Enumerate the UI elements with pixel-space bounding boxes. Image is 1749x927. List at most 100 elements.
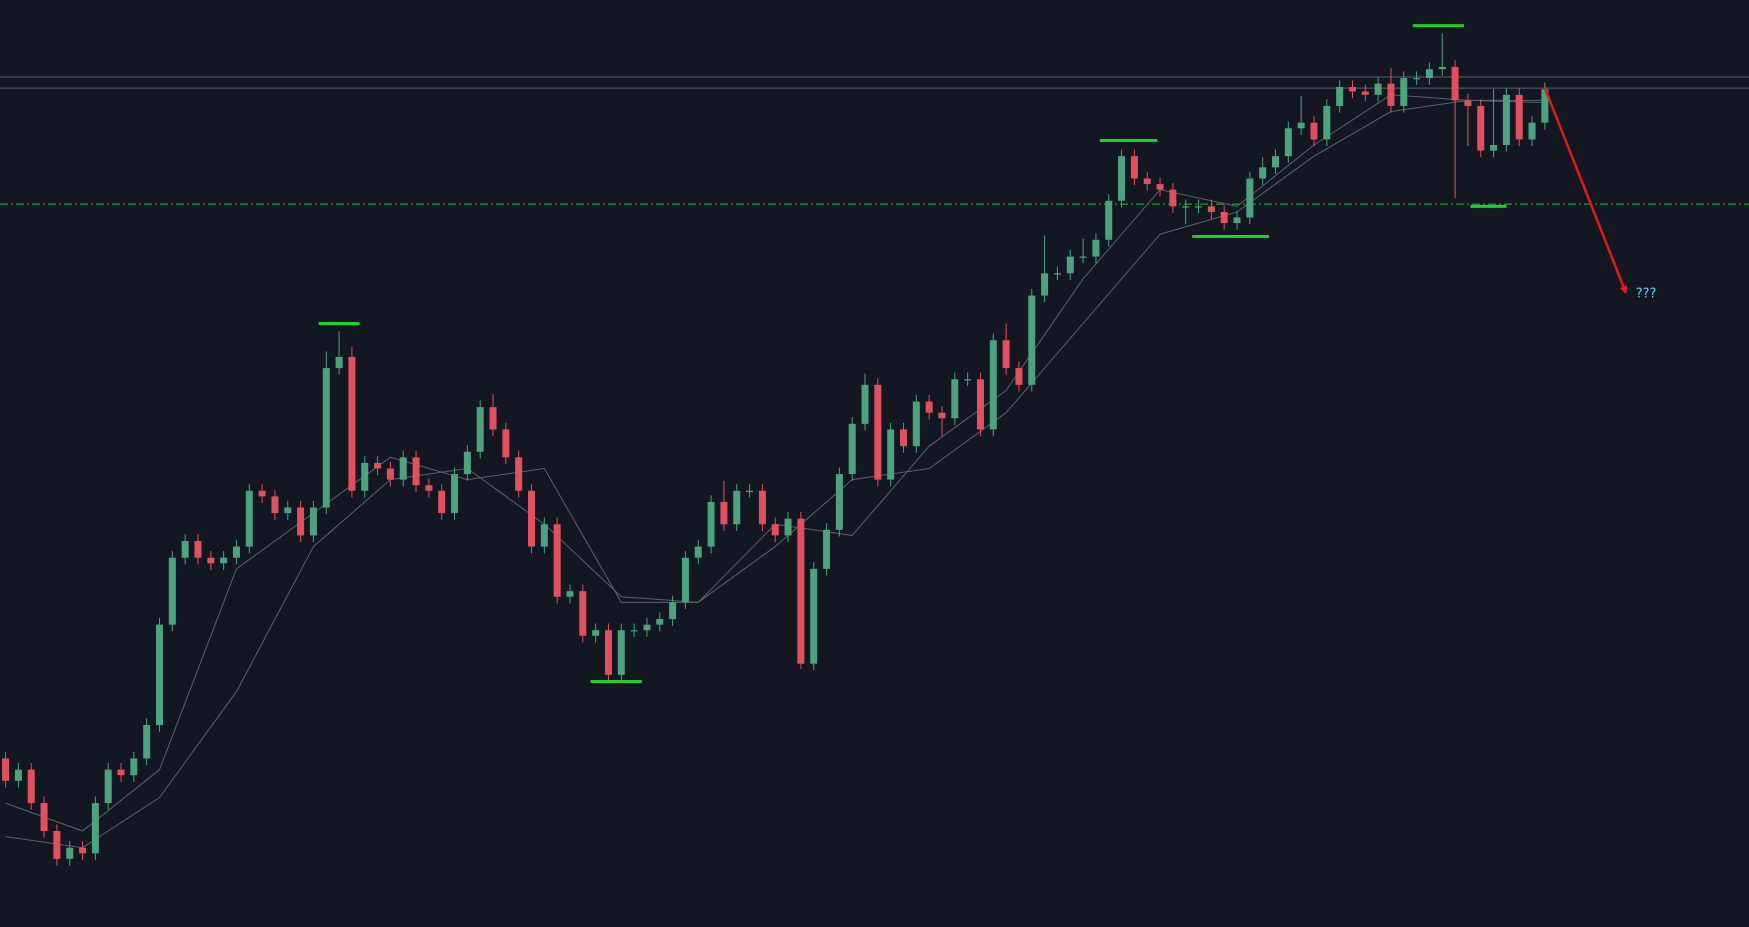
candle-body <box>1464 100 1472 106</box>
candle-body <box>181 540 189 558</box>
candle-body <box>1143 178 1151 185</box>
candle-body <box>476 407 484 452</box>
candle-body <box>14 769 22 781</box>
candle-body <box>669 602 677 620</box>
candle-body <box>1169 189 1177 207</box>
candle-body <box>1156 184 1164 190</box>
candle-body <box>964 379 972 381</box>
candle-body <box>271 496 279 514</box>
candle-body <box>1271 156 1279 168</box>
candle-body <box>143 725 151 759</box>
candle-body <box>540 524 548 547</box>
candle-body <box>2 758 10 781</box>
candle-body <box>797 518 805 664</box>
candle-body <box>1233 217 1241 224</box>
moving-average <box>5 99 1545 849</box>
candle-body <box>1182 206 1190 208</box>
candle-body <box>412 457 420 486</box>
candle-body <box>1053 273 1061 275</box>
candle-body <box>733 490 741 525</box>
candle-body <box>1015 368 1023 385</box>
candle-body <box>1284 128 1292 157</box>
candle-body <box>1348 87 1356 92</box>
candle-body <box>592 630 600 636</box>
candle-body <box>258 490 266 497</box>
candle-body <box>1413 78 1421 80</box>
candle-body <box>746 490 754 492</box>
candle-body <box>297 507 305 536</box>
candle-body <box>425 485 433 491</box>
candle-body <box>1297 122 1305 129</box>
candle-body <box>1502 94 1510 146</box>
candle-body <box>207 557 215 564</box>
candle-body <box>1323 105 1331 140</box>
candle-body <box>1541 89 1549 123</box>
candle-body <box>771 524 779 536</box>
candle-body <box>1361 91 1369 95</box>
candle-body <box>502 429 510 458</box>
candle-body <box>79 847 87 854</box>
candle-body <box>284 507 292 514</box>
candle-body <box>66 847 74 859</box>
candle-body <box>900 429 908 447</box>
candle-body <box>810 568 818 664</box>
candle-body <box>1259 167 1267 179</box>
candle-body <box>951 379 959 419</box>
candle-body <box>758 490 766 525</box>
candle-body <box>232 546 240 558</box>
candle-body <box>1041 273 1049 296</box>
candle-body <box>1451 66 1459 101</box>
candle-body <box>976 379 984 430</box>
candle-body <box>130 758 138 776</box>
candle-body <box>784 518 792 536</box>
candle-body <box>1438 66 1446 70</box>
candle-body <box>1400 78 1408 106</box>
candle-body <box>553 524 561 597</box>
candle-body <box>630 630 638 632</box>
candle-body <box>1490 145 1498 151</box>
candle-body <box>386 468 394 480</box>
candle-body <box>694 546 702 558</box>
candle-body <box>604 630 612 675</box>
candle-body <box>1246 178 1254 218</box>
candle-body <box>681 557 689 603</box>
candle-body <box>528 490 536 547</box>
annotation-text: ??? <box>1636 287 1657 302</box>
candle-body <box>335 356 343 369</box>
candle-body <box>1336 87 1344 106</box>
candle-body <box>1028 295 1036 385</box>
candle-body <box>245 490 253 547</box>
candle-body <box>515 457 523 491</box>
candle-body <box>848 423 856 475</box>
candle-body <box>912 401 920 447</box>
candle-body <box>1130 156 1138 179</box>
candle-body <box>463 451 471 475</box>
candle-body <box>1387 83 1395 106</box>
candle-body <box>322 368 330 508</box>
candle-body <box>1195 206 1203 208</box>
candle-body <box>374 462 382 469</box>
candle-body <box>1425 69 1433 79</box>
candle-body <box>399 457 407 480</box>
candle-body <box>656 619 664 625</box>
candle-body <box>1066 256 1074 274</box>
candle-body <box>361 462 369 491</box>
candle-body <box>579 591 587 636</box>
candle-body <box>220 557 228 564</box>
candle-body <box>309 507 317 536</box>
candle-body <box>643 624 651 631</box>
candle-body <box>27 769 35 804</box>
candle-body <box>348 356 356 491</box>
candle-body <box>617 630 625 675</box>
candle-body <box>451 474 459 514</box>
candle-body <box>1207 206 1215 212</box>
candle-body <box>1310 122 1318 140</box>
candle-body <box>117 769 125 776</box>
candle-body <box>989 340 997 430</box>
annotation-arrow <box>1543 87 1628 295</box>
candle-body <box>938 412 946 419</box>
candle-body <box>156 624 164 726</box>
candle-body <box>91 803 99 854</box>
candle-body <box>40 803 48 831</box>
